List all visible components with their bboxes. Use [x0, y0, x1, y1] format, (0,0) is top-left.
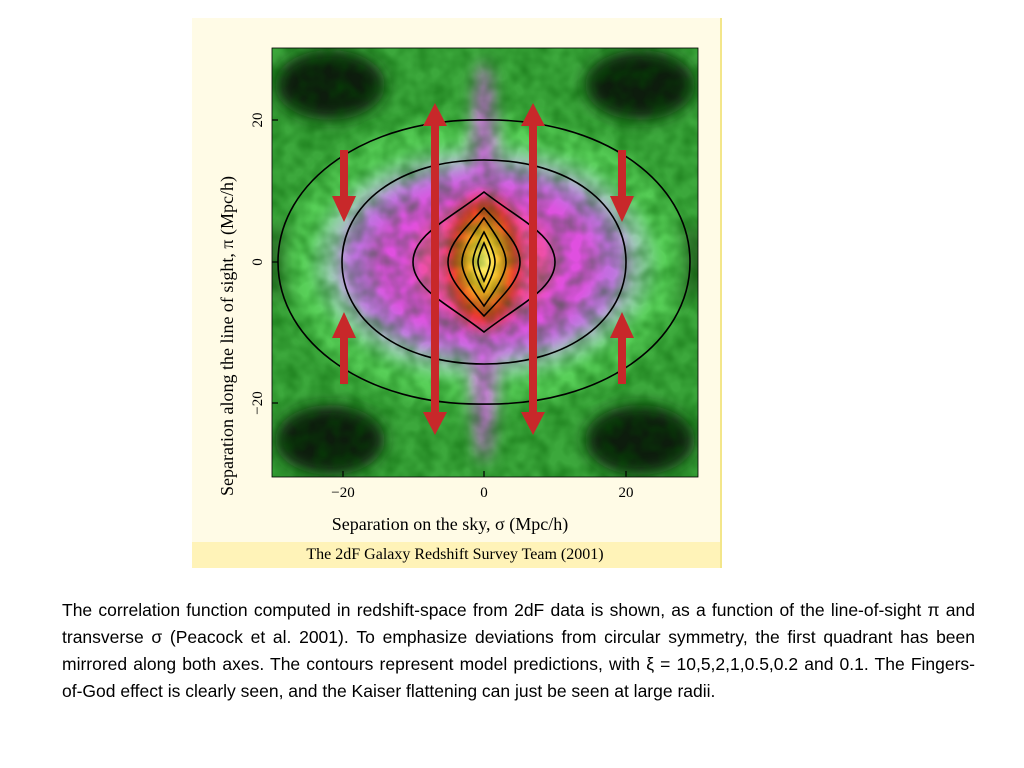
- x-tick-label: 20: [619, 485, 634, 501]
- x-tick-label: −20: [331, 485, 354, 501]
- caption: The correlation function computed in red…: [62, 600, 975, 701]
- x-tick-label: 0: [480, 485, 488, 501]
- y-tick-label: 0: [250, 258, 266, 266]
- figure: −20 0 20 20 0 −20 Separation on the sky,…: [192, 18, 722, 568]
- tick-marks: [272, 119, 627, 477]
- heatmap: [272, 48, 698, 477]
- credit: The 2dF Galaxy Redshift Survey Team (200…: [306, 546, 603, 563]
- credit-bar: [192, 542, 720, 568]
- y-tick-label: 20: [250, 113, 266, 128]
- y-tick-label: −20: [250, 391, 266, 414]
- x-axis-label: Separation on the sky, σ (Mpc/h): [332, 514, 569, 535]
- arrows: [332, 103, 634, 435]
- contours: [277, 119, 691, 405]
- y-axis-label: Separation along the line of sight, π (M…: [217, 176, 238, 496]
